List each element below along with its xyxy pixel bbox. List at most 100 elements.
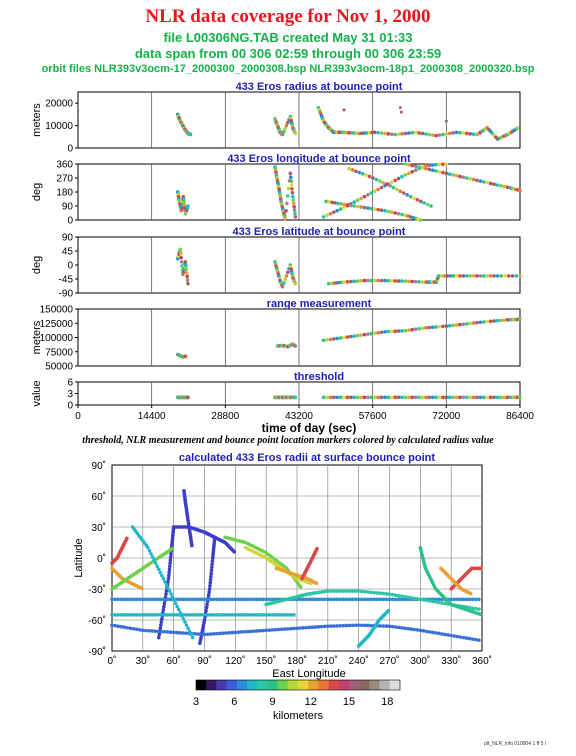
data-point — [374, 177, 379, 182]
map-point — [282, 613, 287, 617]
data-point — [444, 162, 449, 166]
map-point — [242, 597, 247, 602]
map-point — [449, 633, 453, 638]
data-point — [488, 181, 493, 186]
map-point — [122, 597, 127, 602]
map-point — [144, 597, 148, 602]
data-point — [183, 260, 188, 264]
map-point — [421, 598, 426, 602]
map-point — [162, 613, 167, 617]
data-point — [468, 176, 473, 181]
map-point — [329, 624, 333, 628]
map-point — [147, 628, 151, 633]
map-point — [160, 573, 164, 578]
map-point — [310, 597, 315, 602]
data-point — [379, 131, 384, 135]
data-point — [184, 263, 188, 268]
map-point — [205, 602, 209, 607]
map-point — [239, 613, 244, 617]
map-point — [163, 579, 167, 584]
data-point — [400, 132, 404, 136]
map-track-18 — [182, 489, 194, 548]
map-point — [171, 630, 176, 635]
map-point — [314, 581, 319, 586]
data-point — [335, 336, 339, 341]
map-point — [141, 597, 145, 602]
y-tick-label: 0 — [67, 144, 73, 155]
data-point — [475, 320, 479, 325]
map-point — [474, 637, 478, 642]
data-point — [420, 280, 425, 284]
data-point — [362, 395, 367, 400]
data-point — [403, 395, 408, 400]
x-tick-label: 43200 — [285, 411, 313, 422]
map-point — [190, 635, 195, 640]
colorbar-swatch — [236, 680, 248, 690]
map-point — [326, 589, 330, 593]
data-point — [360, 172, 365, 176]
map-point — [205, 597, 210, 602]
data-point — [475, 274, 479, 278]
map-point — [252, 613, 256, 617]
data-point — [290, 190, 295, 195]
data-point — [514, 274, 519, 278]
map-point — [344, 597, 349, 602]
data-point — [339, 202, 343, 206]
data-point — [357, 131, 362, 136]
x-tick-label: 57600 — [359, 411, 387, 422]
map-point — [165, 597, 170, 602]
data-point — [289, 179, 293, 183]
map-point — [239, 630, 244, 634]
data-point — [293, 211, 297, 216]
data-point — [349, 395, 353, 400]
data-point — [345, 203, 350, 207]
series-1 — [273, 165, 298, 221]
map-point — [452, 634, 457, 638]
map-point — [384, 592, 389, 596]
map-point — [159, 613, 164, 617]
data-point — [434, 395, 438, 400]
data-point — [386, 278, 391, 283]
data-point — [448, 274, 453, 278]
y-tick-label: 100000 — [40, 333, 74, 344]
map-point — [350, 597, 355, 602]
data-point — [388, 183, 392, 188]
colorbar-swatch — [318, 680, 329, 690]
map-point — [332, 589, 336, 593]
data-point — [389, 278, 394, 283]
map-point — [393, 597, 398, 602]
data-point — [331, 395, 336, 400]
colorbar-label: kilometers — [273, 710, 324, 722]
page-title: NLR data coverage for Nov 1, 2000 — [145, 6, 431, 27]
map-point — [208, 632, 213, 636]
map-x-tick-label: 90˚ — [197, 655, 211, 667]
map-point — [470, 606, 475, 610]
map-point — [255, 597, 259, 602]
map-point — [230, 630, 235, 635]
data-point — [182, 203, 187, 208]
data-point — [418, 199, 423, 204]
map-point — [218, 631, 222, 636]
data-point — [347, 130, 351, 135]
data-point — [386, 329, 391, 334]
map-point — [433, 600, 438, 604]
map-point — [193, 632, 198, 636]
colorbar-swatch — [308, 680, 319, 690]
data-point — [283, 277, 287, 282]
map-point — [167, 564, 172, 569]
map-point — [390, 624, 395, 629]
map-point — [316, 625, 321, 629]
data-point — [321, 395, 326, 400]
map-point — [167, 570, 171, 575]
map-x-tick-label: 30˚ — [136, 655, 150, 667]
map-point — [381, 591, 386, 596]
data-point — [283, 126, 287, 131]
map-point — [477, 638, 481, 642]
data-point — [364, 173, 368, 177]
data-point — [183, 354, 188, 359]
map-point — [230, 597, 235, 602]
map-point — [157, 632, 162, 637]
data-point — [342, 335, 346, 340]
map-point — [150, 629, 154, 633]
map-point — [125, 625, 130, 630]
